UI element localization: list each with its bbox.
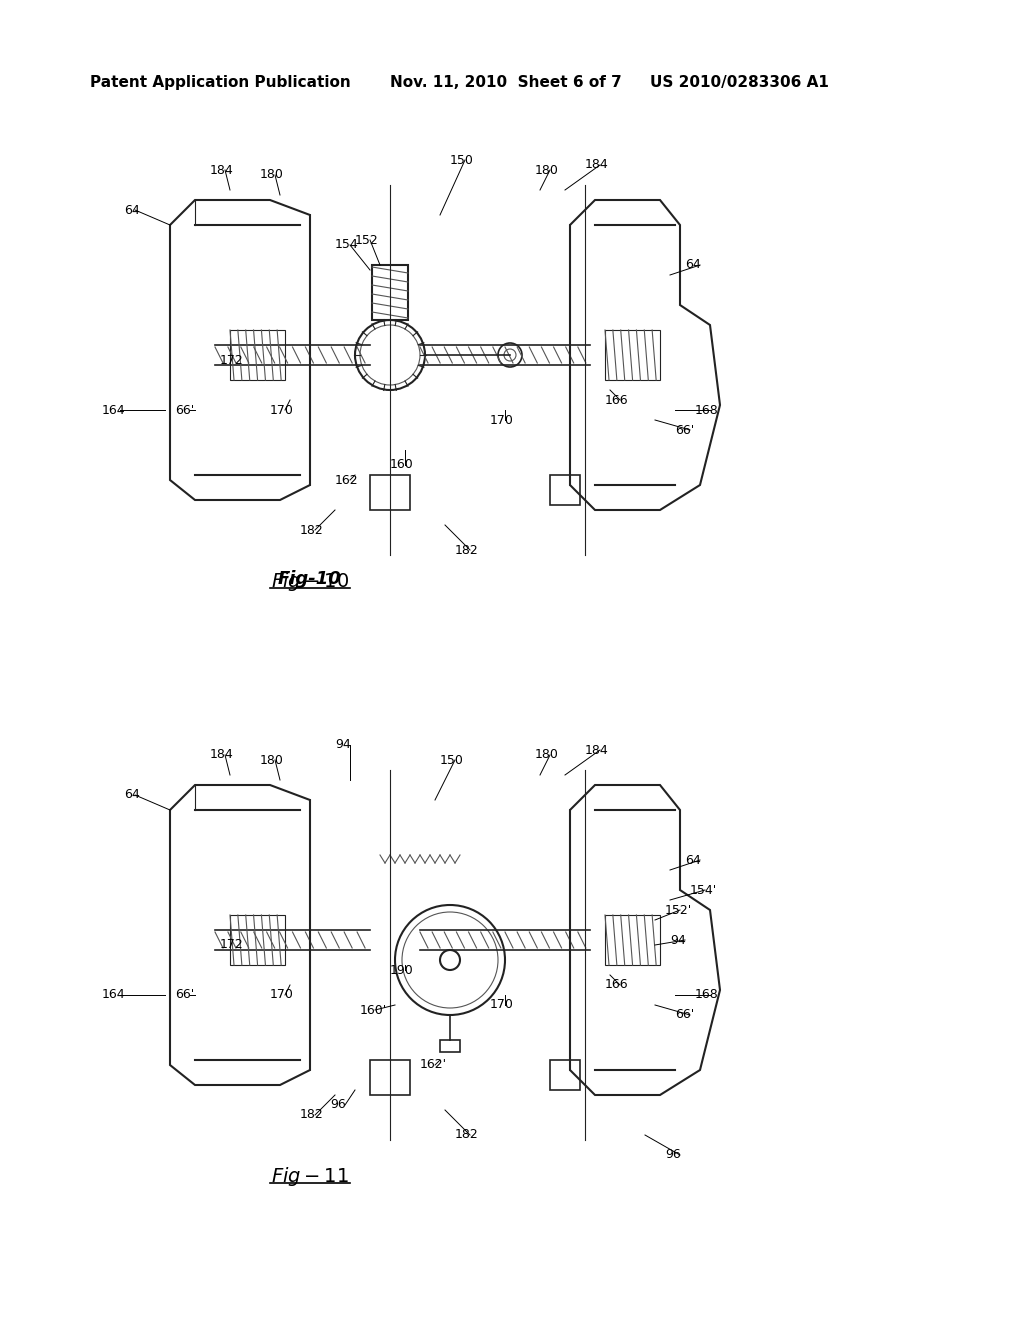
Text: 166: 166 <box>605 978 629 991</box>
Text: US 2010/0283306 A1: US 2010/0283306 A1 <box>650 75 828 90</box>
Bar <box>230 330 285 380</box>
Text: 182: 182 <box>455 544 479 557</box>
Text: Fig-10: Fig-10 <box>279 570 342 587</box>
Text: 170: 170 <box>490 413 514 426</box>
Text: 182: 182 <box>300 1109 324 1122</box>
Bar <box>370 1060 410 1096</box>
Text: 168: 168 <box>695 989 719 1002</box>
Text: 66': 66' <box>175 989 195 1002</box>
Text: 182: 182 <box>455 1129 479 1142</box>
Text: 190: 190 <box>390 964 414 977</box>
Text: 96: 96 <box>330 1098 346 1111</box>
Text: 94: 94 <box>670 933 686 946</box>
Text: 164: 164 <box>101 404 125 417</box>
Text: Patent Application Publication: Patent Application Publication <box>90 75 351 90</box>
Text: 154: 154 <box>335 239 358 252</box>
Bar <box>440 1040 460 1052</box>
Bar <box>605 915 660 965</box>
Text: 160: 160 <box>390 458 414 471</box>
Text: 172: 172 <box>220 939 244 952</box>
Text: 166: 166 <box>605 393 629 407</box>
Text: 172: 172 <box>220 354 244 367</box>
Text: 180: 180 <box>260 754 284 767</box>
Text: 152': 152' <box>665 903 692 916</box>
Text: 160': 160' <box>360 1003 387 1016</box>
Text: 180: 180 <box>535 748 559 762</box>
Bar <box>370 475 410 510</box>
Text: 96: 96 <box>665 1148 681 1162</box>
Text: 154': 154' <box>690 883 717 896</box>
Text: 150: 150 <box>450 153 474 166</box>
Text: 184: 184 <box>585 158 608 172</box>
Text: 66': 66' <box>175 404 195 417</box>
Bar <box>550 475 580 506</box>
Text: 182: 182 <box>300 524 324 536</box>
Text: 64: 64 <box>685 854 700 866</box>
Bar <box>550 1060 580 1090</box>
Bar <box>605 330 660 380</box>
Text: 184: 184 <box>210 164 233 177</box>
Text: 180: 180 <box>535 164 559 177</box>
Text: Nov. 11, 2010  Sheet 6 of 7: Nov. 11, 2010 Sheet 6 of 7 <box>390 75 622 90</box>
Text: 64: 64 <box>124 203 140 216</box>
Text: 184: 184 <box>210 748 233 762</box>
Bar <box>230 915 285 965</box>
Text: 180: 180 <box>260 169 284 181</box>
Text: 66': 66' <box>675 424 694 437</box>
Text: 168: 168 <box>695 404 719 417</box>
Text: 150: 150 <box>440 754 464 767</box>
Text: 64: 64 <box>124 788 140 801</box>
Text: 94: 94 <box>335 738 351 751</box>
Text: $\it{Fig-10}$: $\it{Fig-10}$ <box>270 570 349 593</box>
Text: 152: 152 <box>355 234 379 247</box>
Text: 164: 164 <box>101 989 125 1002</box>
Text: 64: 64 <box>685 259 700 272</box>
Text: 162': 162' <box>420 1059 447 1072</box>
Text: 184: 184 <box>585 743 608 756</box>
Bar <box>372 265 408 319</box>
Text: 170: 170 <box>270 989 294 1002</box>
Text: 170: 170 <box>490 998 514 1011</box>
Text: 66': 66' <box>675 1008 694 1022</box>
Text: $\it{Fig-11}$: $\it{Fig-11}$ <box>271 1166 349 1188</box>
Text: 162: 162 <box>335 474 358 487</box>
Text: 170: 170 <box>270 404 294 417</box>
